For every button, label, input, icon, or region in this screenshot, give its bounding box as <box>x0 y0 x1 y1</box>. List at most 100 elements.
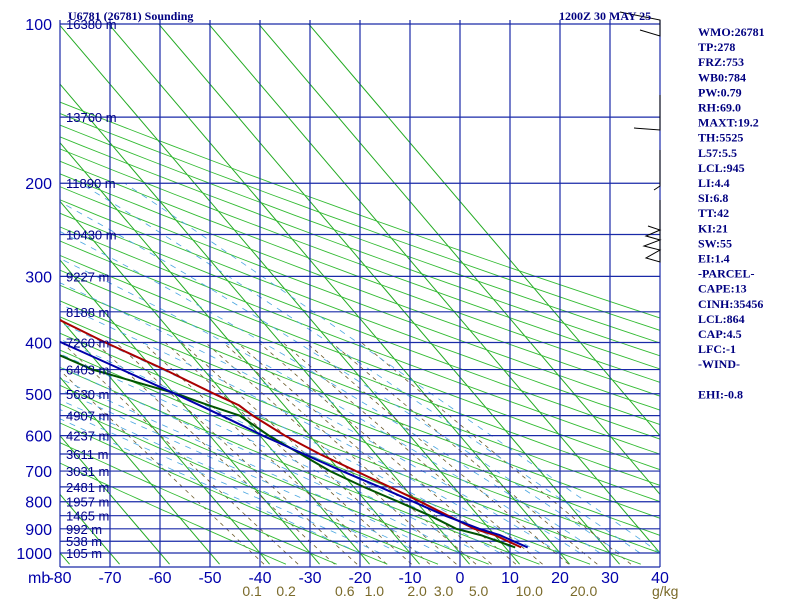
height-label: 1465 m <box>66 509 109 524</box>
index-line: -WIND- <box>698 357 740 371</box>
isotherm-line <box>108 24 570 565</box>
temperature-tick-label: -50 <box>198 570 221 587</box>
height-labels: 16380 m 13760 m 11890 m 10430 m 9227 m 8188 m… <box>66 17 117 561</box>
chart-title: U6781 (26781) Sounding <box>68 9 193 23</box>
mixing-ratio-label: 5.0 <box>469 583 489 599</box>
isotherm-line <box>60 317 270 565</box>
height-label: 8188 m <box>66 305 109 320</box>
dry-adiabat <box>60 101 660 319</box>
height-label: 992 m <box>66 522 102 537</box>
dry-adiabat <box>60 226 660 455</box>
height-label: 6403 m <box>66 363 109 378</box>
dry-adiabat <box>60 284 660 519</box>
index-line: FRZ:753 <box>698 55 744 69</box>
temperature-tick-label: -20 <box>348 570 371 587</box>
pressure-tick-label: 500 <box>25 387 52 404</box>
dry-adiabat <box>60 349 591 565</box>
index-line: EHI:-0.8 <box>698 387 743 401</box>
mixing-ratio-line <box>282 342 543 565</box>
index-line: TH:5525 <box>698 131 743 145</box>
temperature-tick-label: 10 <box>501 570 519 587</box>
temperature-tick-label: -60 <box>148 570 171 587</box>
temperature-profile <box>60 318 522 549</box>
dry-adiabat <box>60 300 660 536</box>
dry-adiabat <box>60 186 660 411</box>
height-label: 2481 m <box>66 480 109 495</box>
mixing-ratio-label: 1.0 <box>365 583 385 599</box>
height-label: 1957 m <box>66 495 109 510</box>
index-line: LCL:945 <box>698 161 745 175</box>
mixing-ratio-line <box>236 342 492 565</box>
moist-adiabat <box>60 258 581 554</box>
index-line: L57:5.5 <box>698 146 737 160</box>
height-label: 7260 m <box>66 335 109 350</box>
dewpoint-profile <box>60 354 516 549</box>
mixing-ratio-line <box>181 342 431 565</box>
pressure-tick-label: 600 <box>25 429 52 446</box>
index-line: KI:21 <box>698 221 728 235</box>
isotherm-line <box>60 200 370 565</box>
index-line: CAPE:13 <box>698 282 747 296</box>
mixing-ratio-unit: g/kg <box>652 583 678 599</box>
height-label: 4907 m <box>66 409 109 424</box>
pressure-tick-label: 1000 <box>16 546 52 563</box>
profiles <box>60 318 529 549</box>
mixing-ratio-labels: 0.1 0.2 0.6 1.0 2.0 3.0 5.0 10.0 20.0 <box>242 583 597 599</box>
index-line: WMO:26781 <box>698 25 765 39</box>
mixing-ratio-label: 0.2 <box>276 583 296 599</box>
temperature-tick-label: -30 <box>298 570 321 587</box>
temperature-tick-label: 30 <box>601 570 619 587</box>
mixing-ratio-label: 0.1 <box>242 583 262 599</box>
dry-adiabat <box>60 316 660 554</box>
dry-adiabat <box>60 422 388 565</box>
height-label: 11890 m <box>66 176 116 191</box>
mixing-ratio-label: 2.0 <box>407 583 427 599</box>
index-line: CINH:35456 <box>698 297 763 311</box>
moist-adiabat <box>60 389 421 554</box>
dry-adiabat <box>60 462 287 565</box>
parcel-profile <box>60 340 529 549</box>
temperature-tick-label: 40 <box>651 570 669 587</box>
moist-adiabat <box>60 409 381 554</box>
temperature-tick-label: -40 <box>248 570 271 587</box>
dry-adiabat <box>60 212 660 440</box>
isotherm-line <box>60 552 70 565</box>
dry-adiabat <box>60 254 660 486</box>
height-label: 4237 m <box>66 429 109 444</box>
wind-barb <box>633 95 661 131</box>
moist-adiabat <box>60 378 441 554</box>
index-line: SI:6.8 <box>698 191 728 205</box>
dry-adiabat <box>60 442 337 565</box>
wind-barb <box>653 150 661 191</box>
mixing-ratio-line <box>164 342 412 565</box>
pressure-tick-label: 700 <box>25 464 52 481</box>
moist-adiabat <box>60 418 361 554</box>
wind-barb <box>642 200 662 263</box>
height-label: 10430 m <box>66 228 117 243</box>
isotherm-line <box>0 12 20 564</box>
mixing-ratio-line <box>60 369 265 565</box>
index-line: TP:278 <box>698 40 735 54</box>
isotherm-line <box>258 24 660 496</box>
dry-adiabats <box>60 101 660 565</box>
index-line: LI:4.4 <box>698 176 730 190</box>
mixing-ratio-label: 10.0 <box>516 583 543 599</box>
pressure-tick-label: 900 <box>25 522 52 539</box>
dry-adiabat <box>60 173 660 397</box>
index-line: TT:42 <box>698 206 729 220</box>
isotherm-line <box>60 376 220 565</box>
isotherm-line <box>60 259 320 565</box>
index-line: SW:55 <box>698 236 732 250</box>
mixing-ratio-label: 3.0 <box>434 583 454 599</box>
height-label: 3031 m <box>66 464 109 479</box>
isotherm-line <box>208 24 660 554</box>
index-line: CAP:4.5 <box>698 327 742 341</box>
index-line: LFC:-1 <box>698 342 736 356</box>
mixing-ratio-line <box>361 342 632 565</box>
dry-adiabat <box>60 366 540 565</box>
isotherm-line <box>60 141 420 565</box>
height-label: 13760 m <box>66 110 117 125</box>
